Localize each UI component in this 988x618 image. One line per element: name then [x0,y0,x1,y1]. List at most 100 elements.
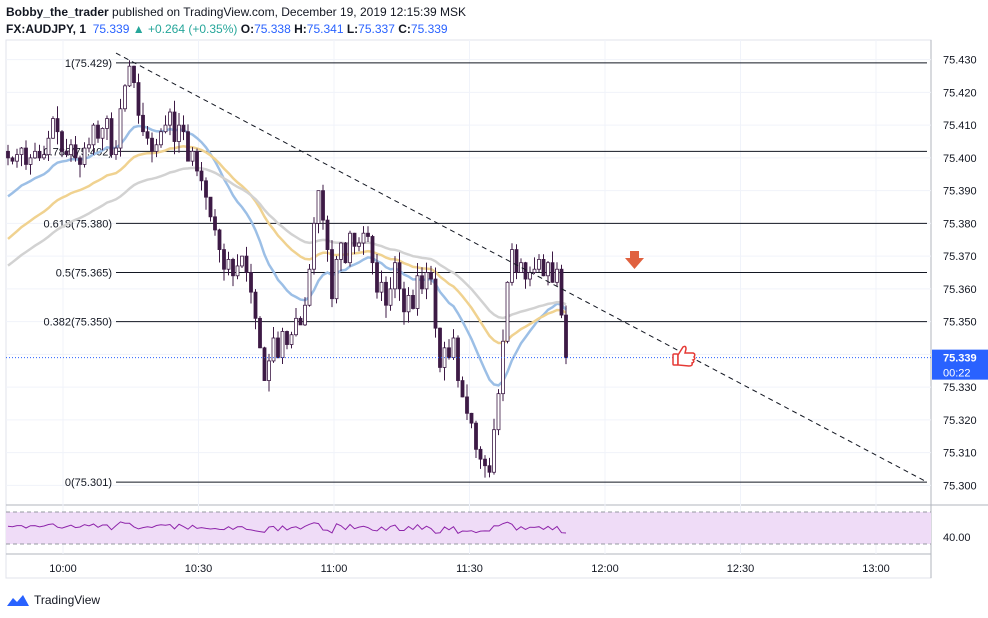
time-tick-label: 11:00 [321,563,348,575]
candle-body [321,190,325,221]
time-tick-label: 12:30 [727,563,755,575]
candle-body [465,396,469,414]
candle-body [492,429,496,473]
price-tick-label: 75.390 [943,186,977,198]
candle-body [258,317,262,349]
price-tick-label: 75.310 [943,448,977,460]
open-label: O: [240,22,255,36]
fib-level-label: 1(75.429) [65,58,112,70]
candle-body [433,278,438,329]
candle-body [501,340,505,395]
fib-level-label: 0.786(75.402) [44,146,113,158]
candle-body [289,334,294,345]
price-tick-label: 75.350 [943,317,977,329]
candle-body [307,268,312,306]
candle-body [15,154,19,162]
moving-average-line [7,124,567,387]
published-text: published on TradingView.com, December 1… [112,5,467,19]
candle-body [276,337,280,359]
low-value: 75.337 [358,22,395,36]
candle-body [240,255,244,267]
price-tick-label: 75.380 [943,218,977,230]
candle-body [195,150,199,172]
candle-body [163,124,168,133]
candle-body [537,259,541,270]
candle-body [532,268,537,273]
candle-body [105,118,109,129]
candle-body [253,291,258,319]
candle-body [379,281,384,293]
candle-body [181,124,186,133]
candlesticks [6,60,568,478]
candle-body [69,144,73,156]
candle-body [186,131,190,162]
price-tick-label: 75.430 [943,55,977,67]
candle-body [64,150,69,156]
candle-body [109,118,114,156]
rsi-level-label: 40.00 [943,532,971,544]
moving-average-line [7,166,567,320]
price-tick-label: 75.300 [943,480,977,492]
candle-body [10,157,15,162]
candle-body [546,262,550,277]
candle-body [114,147,118,156]
candle-body [438,327,442,368]
low-label: L: [346,22,359,36]
candle-body [447,347,451,359]
candle-body [190,150,195,162]
candle-body [271,337,276,362]
symbol-name: FX:AUDJPY, 1 [6,22,87,36]
time-axis[interactable]: 10:00 10:30 11:00 11:30 12:00 12:30 13:00 [49,563,890,575]
candle-body [42,154,46,159]
fib-level-label: 0.5(75.365) [56,268,112,280]
price-axis[interactable]: 75.430 75.420 75.410 75.400 75.390 75.380 75.3… [943,55,977,493]
candle-body [123,85,127,110]
price-change: +0.264 (+0.35%) [147,22,238,36]
tradingview-brand: TradingView [34,593,101,607]
time-tick-label: 10:00 [49,563,77,575]
candle-body [375,262,379,293]
candle-body [456,337,460,381]
high-label: H: [294,22,307,36]
candle-body [60,131,64,152]
candle-body [487,465,492,473]
candle-body [420,275,424,290]
candle-body [510,249,514,283]
candle-body [550,262,555,283]
publisher-name[interactable]: Bobby_the_trader [6,5,109,19]
current-price-tag: 75.339 00:22 [932,349,988,380]
sell-arrow-icon [625,251,644,269]
candle-body [267,360,271,381]
price-tick-label: 75.370 [943,251,977,263]
candle-body [204,180,208,198]
candle-body [460,380,465,398]
rsi-band [6,512,931,544]
candle-body [87,144,91,149]
candle-body [339,242,343,260]
symbol-line: FX:AUDJPY, 1 75.339 ▲ +0.264 (+0.35%) O:… [6,22,448,36]
candle-body [33,150,37,159]
candle-body [6,150,10,159]
candle-body [474,422,478,450]
candle-body [127,65,132,87]
candle-body [370,236,375,264]
candle-body [361,232,366,244]
candle-body [51,118,55,139]
time-tick-label: 10:30 [185,563,213,575]
fibonacci-retracement[interactable]: 1(75.429)0.786(75.402)0.618(75.380)0.5(7… [44,58,928,489]
candle-body [325,219,330,250]
rsi-line [7,521,567,534]
current-price-text: 75.339 [943,353,977,365]
time-tick-label: 11:30 [456,563,483,575]
candle-body [37,150,42,159]
fib-level-label: 0.382(75.350) [44,317,113,329]
price-tick-label: 75.320 [943,415,977,427]
candle-body [280,331,285,359]
candle-body [541,259,546,277]
candle-body [352,232,357,247]
candle-body [469,412,474,424]
candle-body [411,295,415,309]
tradingview-footer[interactable]: TradingView [6,592,100,608]
candle-body [100,128,105,139]
